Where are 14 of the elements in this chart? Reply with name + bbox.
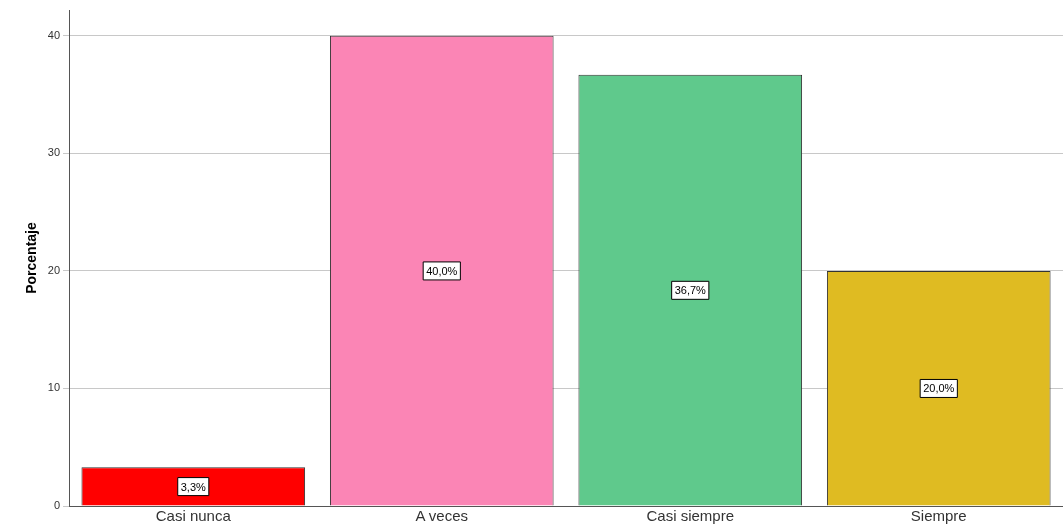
x-tick-label: A veces [415, 507, 469, 525]
y-tick-label: 30 [47, 146, 61, 159]
data-label: 40,0% [426, 264, 458, 277]
data-label: 20,0% [923, 382, 955, 395]
y-tick-label: 20 [47, 263, 61, 276]
data-label: 3,3% [180, 480, 207, 493]
x-tick-label: Casi nunca [155, 507, 232, 525]
y-tick-label: 40 [47, 28, 61, 41]
x-tick-label: Siempre [910, 507, 967, 525]
y-tick-label: 10 [47, 381, 61, 394]
y-axis-title: Porcentaje [23, 222, 40, 294]
data-label: 36,7% [674, 284, 707, 297]
y-tick-label: 0 [53, 499, 61, 512]
x-tick-label: Casi siempre [646, 507, 735, 525]
